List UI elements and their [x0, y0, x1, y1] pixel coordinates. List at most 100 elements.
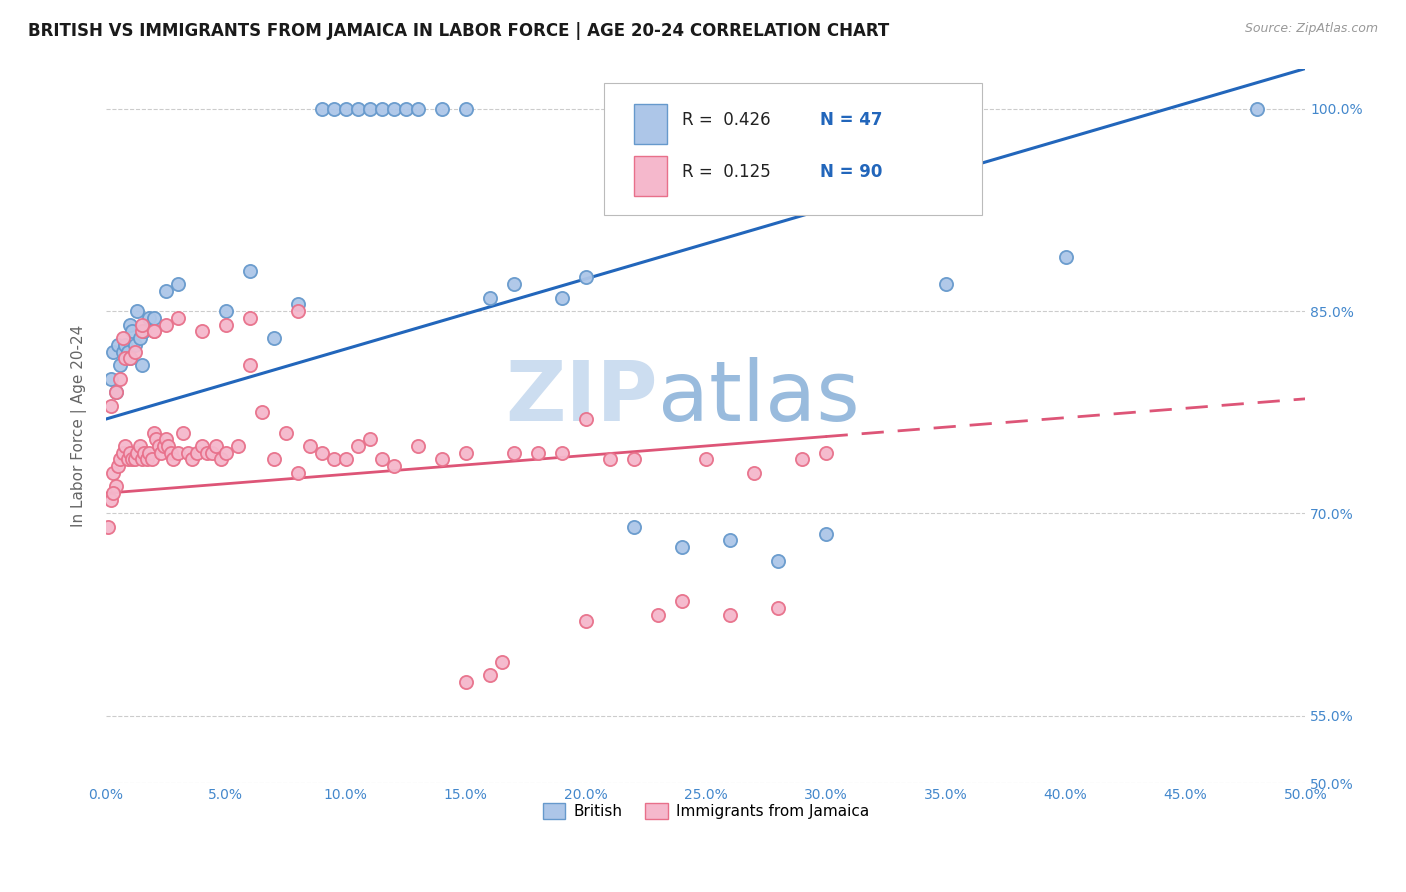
Point [131, 325, 153, 339]
Point [526, 446, 548, 460]
Point [359, 102, 381, 116]
Point [742, 466, 765, 480]
Point [671, 540, 693, 554]
Point [371, 102, 394, 116]
Point [322, 452, 344, 467]
Point [551, 446, 574, 460]
Legend: British, Immigrants from Jamaica: British, Immigrants from Jamaica [537, 797, 875, 825]
Point [124, 338, 146, 352]
Point [181, 452, 204, 467]
Point [155, 318, 177, 332]
Point [107, 459, 129, 474]
Text: Source: ZipAtlas.com: Source: ZipAtlas.com [1244, 22, 1378, 36]
Point [274, 425, 297, 440]
Point [186, 446, 208, 460]
Point [118, 318, 141, 332]
Point [131, 452, 153, 467]
Point [287, 304, 309, 318]
Point [155, 284, 177, 298]
Point [143, 325, 166, 339]
Y-axis label: In Labor Force | Age 20-24: In Labor Force | Age 20-24 [72, 325, 87, 527]
Bar [634, 104, 668, 144]
Text: R =  0.426: R = 0.426 [682, 111, 770, 129]
Point [107, 338, 129, 352]
Point [239, 264, 262, 278]
Point [110, 452, 132, 467]
Point [117, 452, 139, 467]
Point [104, 385, 127, 400]
Point [134, 325, 156, 339]
Point [209, 452, 232, 467]
FancyBboxPatch shape [603, 83, 981, 215]
Point [575, 412, 598, 426]
Point [104, 479, 127, 493]
Point [128, 331, 150, 345]
Point [121, 452, 143, 467]
Point [103, 466, 125, 480]
Point [406, 439, 429, 453]
Point [148, 439, 170, 453]
Point [143, 425, 166, 440]
Point [114, 351, 136, 366]
Point [599, 452, 621, 467]
Point [141, 452, 163, 467]
Point [382, 459, 405, 474]
Text: BRITISH VS IMMIGRANTS FROM JAMAICA IN LABOR FORCE | AGE 20-24 CORRELATION CHART: BRITISH VS IMMIGRANTS FROM JAMAICA IN LA… [28, 22, 890, 40]
Text: R =  0.125: R = 0.125 [682, 163, 770, 181]
Point [395, 102, 418, 116]
Point [263, 331, 285, 345]
Point [790, 452, 813, 467]
Point [491, 655, 513, 669]
Point [167, 446, 190, 460]
Point [103, 486, 125, 500]
Point [172, 425, 194, 440]
Point [111, 344, 134, 359]
Point [311, 446, 333, 460]
Point [124, 344, 146, 359]
Point [814, 446, 837, 460]
Point [97, 520, 120, 534]
Point [104, 385, 127, 400]
Point [406, 102, 429, 116]
Point [143, 310, 166, 325]
Point [226, 439, 249, 453]
Point [718, 533, 741, 548]
Point [200, 446, 222, 460]
Point [1054, 250, 1077, 264]
Point [157, 439, 180, 453]
Point [695, 452, 717, 467]
Point [191, 439, 214, 453]
Point [176, 446, 198, 460]
Point [623, 452, 645, 467]
Point [359, 432, 381, 446]
Point [478, 668, 501, 682]
Text: N = 90: N = 90 [820, 163, 882, 181]
Point [118, 351, 141, 366]
Point [131, 318, 153, 332]
Point [195, 446, 218, 460]
Point [138, 310, 160, 325]
Point [150, 446, 173, 460]
Point [347, 439, 370, 453]
Point [124, 452, 146, 467]
Point [454, 446, 477, 460]
Point [502, 277, 524, 292]
Point [814, 526, 837, 541]
Point [152, 439, 174, 453]
Point [647, 607, 669, 622]
Point [575, 614, 598, 628]
Point [322, 102, 344, 116]
Point [382, 102, 405, 116]
Point [766, 600, 789, 615]
Point [215, 446, 238, 460]
Point [134, 446, 156, 460]
Point [118, 351, 141, 366]
Point [215, 318, 238, 332]
Point [138, 446, 160, 460]
Text: N = 47: N = 47 [820, 111, 882, 129]
Point [143, 325, 166, 339]
Point [145, 432, 167, 446]
Point [335, 452, 357, 467]
Point [239, 310, 262, 325]
Point [162, 452, 184, 467]
